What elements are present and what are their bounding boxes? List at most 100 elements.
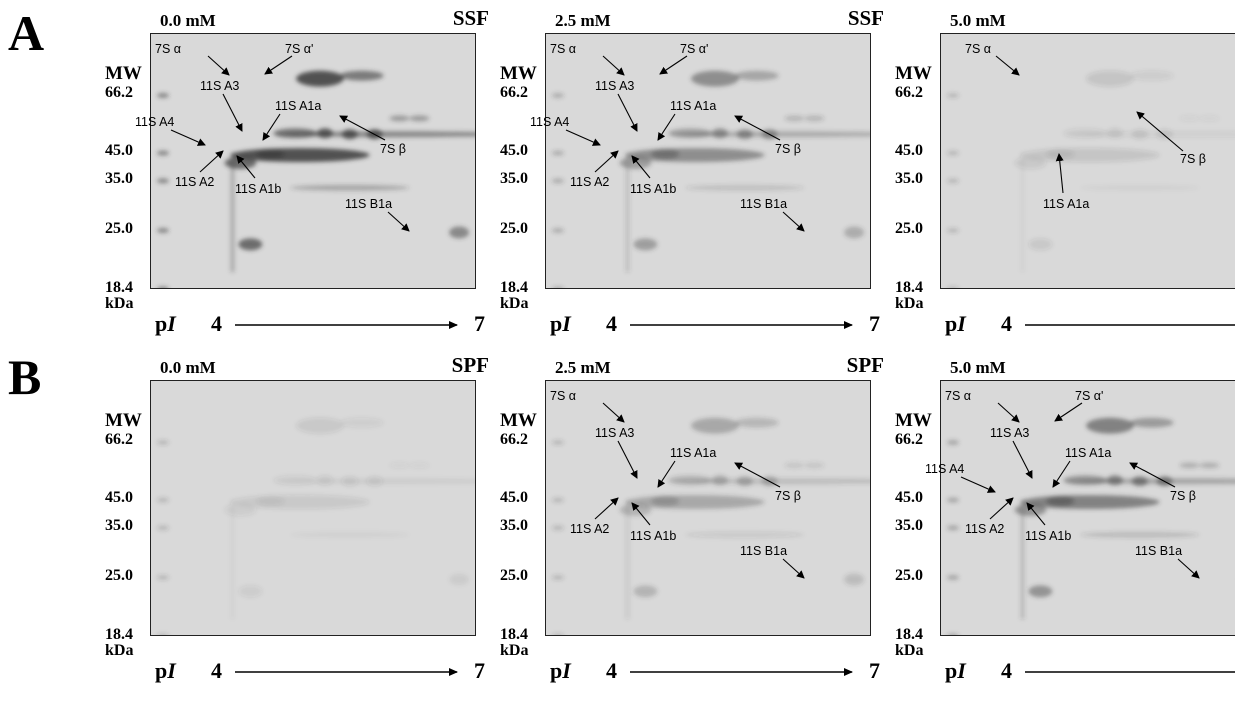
spot-label: 11S A1b xyxy=(630,529,677,543)
marker-band xyxy=(551,150,564,156)
protein-spot xyxy=(224,157,257,169)
protein-spot xyxy=(1063,128,1107,139)
mw-marker-label: 45.0 xyxy=(500,489,528,506)
panel-fraction: SSF xyxy=(452,6,489,30)
protein-spot xyxy=(736,129,753,140)
protein-spot xyxy=(409,462,430,469)
mw-marker-label: 18.4 xyxy=(895,626,923,643)
marker-band xyxy=(551,440,564,445)
mw-marker-label: 35.0 xyxy=(105,517,133,534)
gel-panel-4: 0.0 mM SPF MW 66.2 45.0 35.0 25.0 18.4 kDa pI 4 7 xyxy=(105,355,495,695)
pi-start: 4 xyxy=(1001,658,1012,683)
mw-marker-label: 25.0 xyxy=(500,220,528,237)
gel-streak xyxy=(1020,153,1025,273)
protein-spot xyxy=(1014,504,1047,516)
protein-spot xyxy=(273,475,317,486)
protein-spot xyxy=(1080,531,1200,538)
gel-panel-1: 0.0 mM SSF MW 66.2 45.0 35.0 25.0 18.4 kDa 7S α 7S… xyxy=(105,8,495,348)
marker-band xyxy=(156,497,169,503)
spot-label: 11S B1a xyxy=(740,197,788,211)
protein-spot xyxy=(339,70,384,81)
mw-marker-label: 45.0 xyxy=(105,142,133,159)
panel-concentration: 2.5 mM xyxy=(555,11,611,30)
spot-label: 11S A1a xyxy=(670,99,717,113)
spot-label: 11S A3 xyxy=(595,79,635,93)
mw-marker-label: 66.2 xyxy=(500,84,528,101)
spot-label: 11S B1a xyxy=(345,197,393,211)
panel-fraction: SSF xyxy=(847,6,884,30)
protein-spot xyxy=(619,157,652,169)
spot-label: 7S α xyxy=(550,42,576,56)
gel-spots xyxy=(941,381,1235,635)
protein-spot xyxy=(389,462,410,469)
spot-label: 7S α xyxy=(945,389,971,403)
protein-spot xyxy=(691,70,739,87)
spot-label: 11S A1a xyxy=(1065,446,1112,460)
gel-image xyxy=(545,380,871,636)
protein-spot xyxy=(1199,462,1220,469)
spot-label: 7S β xyxy=(380,142,406,156)
protein-spot xyxy=(685,184,805,191)
mw-marker-label: 66.2 xyxy=(895,84,923,101)
pi-start: 4 xyxy=(211,311,222,336)
protein-spot xyxy=(844,226,865,239)
spot-label: 11S A1a xyxy=(1043,197,1090,211)
mw-marker-label: 35.0 xyxy=(895,517,923,534)
gel-panel-5: 2.5 mM SPF MW 66.2 45.0 35.0 25.0 18.4 kDa 7S α 11… xyxy=(500,355,890,695)
mw-marker-label: 45.0 xyxy=(895,142,923,159)
protein-spot xyxy=(1131,129,1148,140)
spot-label: 11S A1a xyxy=(275,99,322,113)
protein-spot xyxy=(1046,496,1075,507)
pi-end: 7 xyxy=(869,658,880,683)
pi-axis-label: pI xyxy=(550,311,571,336)
protein-spot xyxy=(691,417,739,434)
protein-spot xyxy=(1106,475,1123,486)
gel-streak xyxy=(230,500,235,620)
mw-marker-label: 45.0 xyxy=(500,142,528,159)
pi-arrow xyxy=(1025,671,1235,673)
protein-spot xyxy=(1028,585,1053,598)
protein-spot xyxy=(341,476,358,487)
mw-marker-label: 25.0 xyxy=(105,220,133,237)
protein-spot xyxy=(1046,149,1075,160)
protein-spot xyxy=(619,504,652,516)
mw-marker-label: 66.2 xyxy=(500,431,528,448)
protein-spot xyxy=(1129,70,1174,81)
protein-spot xyxy=(804,462,825,469)
protein-spot xyxy=(296,417,344,434)
mw-unit: kDa xyxy=(500,642,529,659)
protein-spot xyxy=(651,496,680,507)
pi-end: 7 xyxy=(474,658,485,683)
panel-concentration: 0.0 mM xyxy=(160,11,216,30)
spot-label: 11S A3 xyxy=(990,426,1030,440)
marker-band xyxy=(156,574,169,580)
mw-unit: kDa xyxy=(105,295,134,312)
spot-label: 11S A2 xyxy=(175,175,215,189)
gel-image xyxy=(940,380,1235,636)
gel-image xyxy=(940,33,1235,289)
marker-band xyxy=(946,497,959,503)
mw-header: MW xyxy=(105,63,142,84)
protein-spot xyxy=(1156,129,1173,140)
gel-streak xyxy=(625,153,630,273)
protein-spot xyxy=(784,462,805,469)
mw-header: MW xyxy=(895,63,932,84)
spot-label: 11S A3 xyxy=(200,79,240,93)
protein-spot xyxy=(1080,184,1200,191)
pi-end: 7 xyxy=(869,311,880,336)
protein-spot xyxy=(316,128,333,139)
panel-fraction: SPF xyxy=(451,353,489,377)
protein-spot xyxy=(711,128,728,139)
mw-marker-label: 25.0 xyxy=(500,567,528,584)
protein-spot xyxy=(1028,238,1053,251)
gel-image xyxy=(545,33,871,289)
gel-spots xyxy=(941,34,1235,288)
spot-label: 11S A1b xyxy=(1025,529,1072,543)
protein-spot xyxy=(389,115,410,122)
spot-label: 7S α' xyxy=(285,42,314,56)
mw-header: MW xyxy=(895,410,932,431)
